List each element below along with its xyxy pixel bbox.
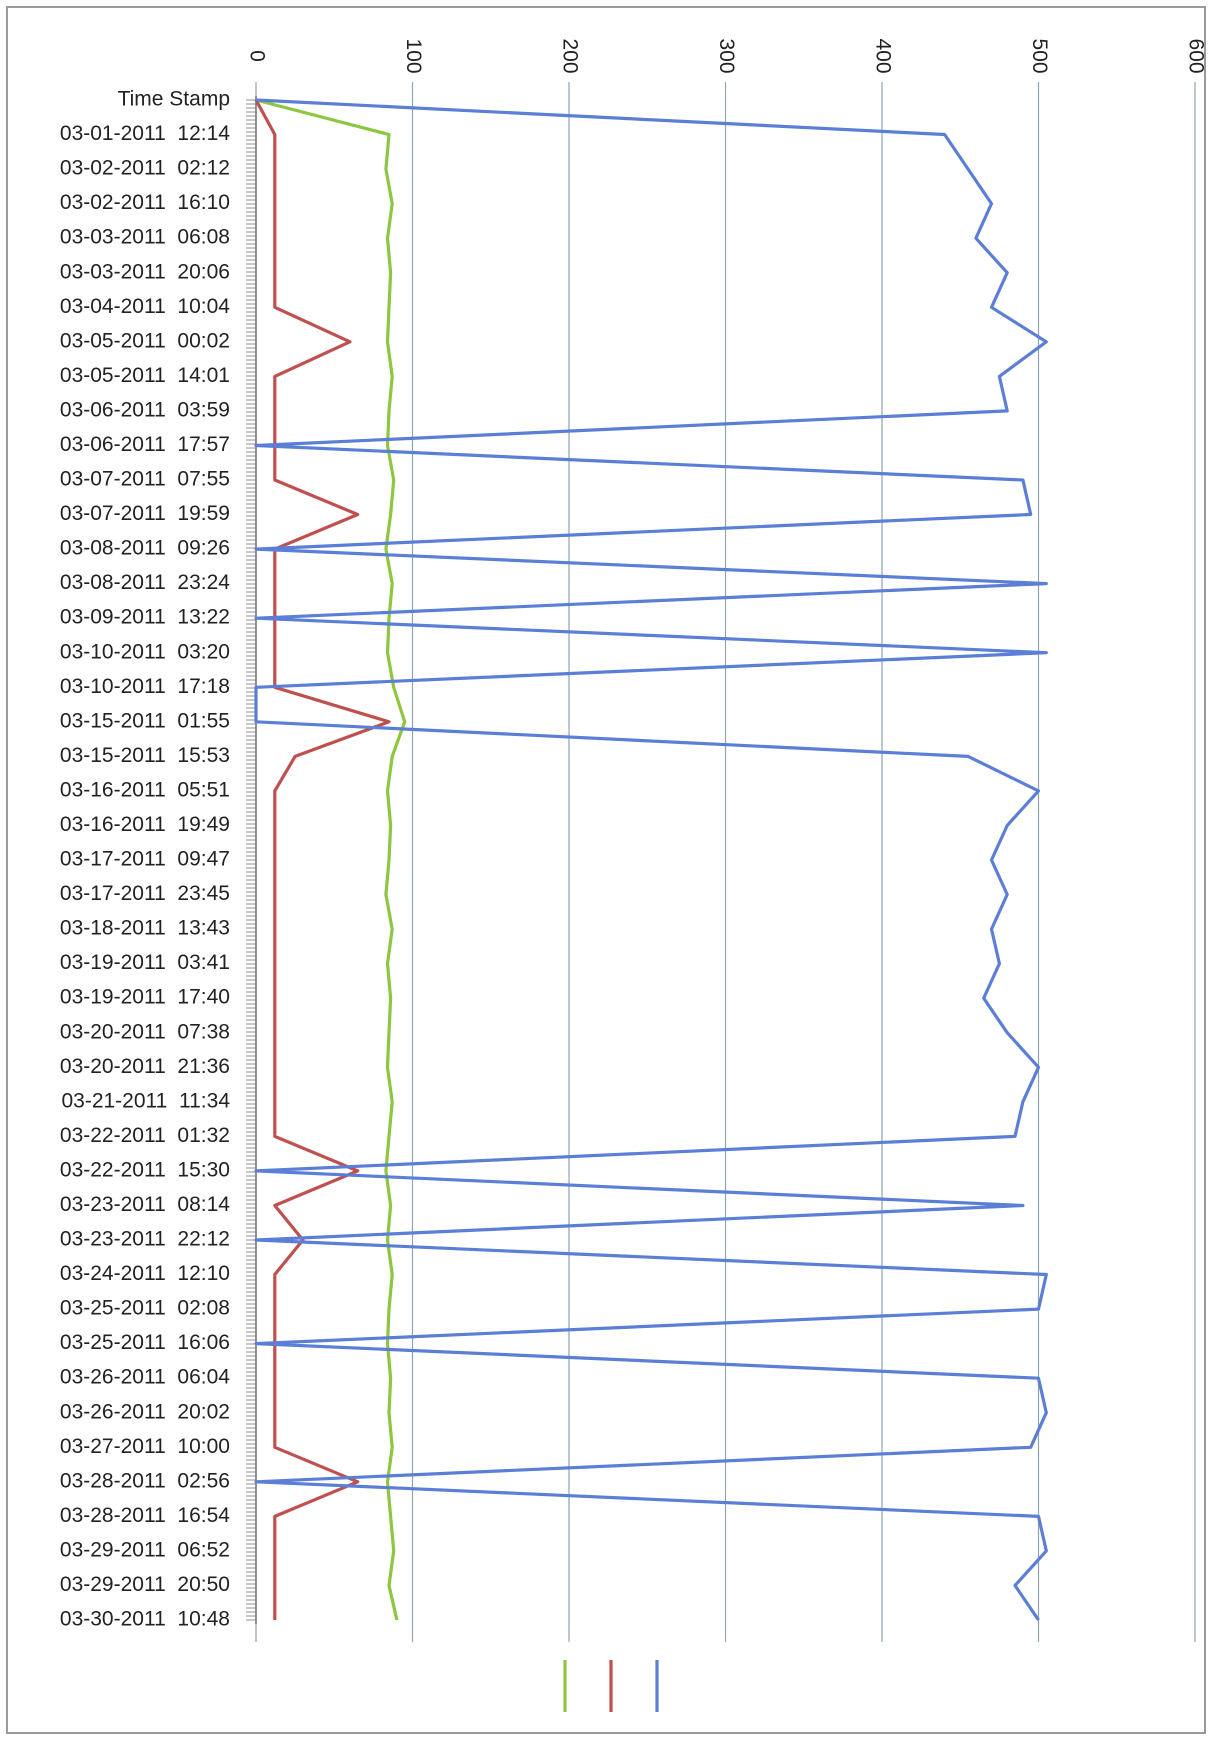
category-label: 03-24-2011 12:10	[60, 1262, 230, 1285]
category-label: 03-07-2011 19:59	[60, 502, 230, 525]
category-label: 03-03-2011 20:06	[60, 260, 230, 283]
category-label: 03-06-2011 03:59	[60, 398, 230, 421]
category-label: 03-17-2011 09:47	[60, 848, 230, 871]
value-tick-label: 0	[245, 50, 268, 62]
category-label: 03-04-2011 10:04	[60, 295, 230, 318]
category-label: 03-20-2011 21:36	[60, 1055, 230, 1078]
category-label: 03-01-2011 12:14	[60, 122, 230, 145]
category-label: 03-23-2011 22:12	[60, 1228, 230, 1251]
value-tick-label: 200	[558, 38, 581, 73]
category-label: 03-28-2011 16:54	[60, 1504, 230, 1527]
category-label: 03-22-2011 15:30	[60, 1158, 230, 1181]
category-label: 03-22-2011 01:32	[60, 1124, 230, 1147]
category-label: 03-05-2011 14:01	[60, 364, 230, 387]
category-label: 03-26-2011 20:02	[60, 1400, 230, 1423]
category-label: 03-25-2011 16:06	[60, 1331, 230, 1354]
category-label: 03-02-2011 16:10	[60, 191, 230, 214]
value-tick-label: 400	[871, 38, 894, 73]
series-lines	[254, 98, 1048, 1621]
category-label: 03-03-2011 06:08	[60, 226, 230, 249]
category-label: 03-16-2011 05:51	[60, 778, 230, 801]
value-tick-label: 600	[1184, 38, 1207, 73]
category-axis-labels: Time Stamp 03-01-2011 12:14 03-02-2011 02:…	[60, 88, 230, 1631]
category-label: 03-29-2011 06:52	[60, 1538, 230, 1561]
category-label: 03-29-2011 20:50	[60, 1573, 230, 1596]
legend	[563, 1660, 659, 1712]
value-axis-ticks: 0 100 200 300 400 500 600	[245, 38, 1207, 73]
category-label: 03-02-2011 02:12	[60, 157, 230, 180]
category-label: 03-28-2011 02:56	[60, 1469, 230, 1492]
category-label: 03-15-2011 01:55	[60, 709, 230, 732]
category-label: 03-09-2011 13:22	[60, 606, 230, 629]
value-tick-label: 300	[715, 38, 738, 73]
category-label: 03-19-2011 17:40	[60, 986, 230, 1009]
value-tick-label: 100	[402, 38, 425, 73]
category-label: 03-30-2011 10:48	[60, 1608, 230, 1631]
value-tick-label: 500	[1028, 38, 1051, 73]
category-label: 03-05-2011 00:02	[60, 329, 230, 352]
category-label: 03-19-2011 03:41	[60, 951, 230, 974]
category-label: 03-26-2011 06:04	[60, 1366, 230, 1389]
category-label: 03-06-2011 17:57	[60, 433, 230, 456]
series-line-1	[255, 98, 407, 1621]
category-label: 03-08-2011 09:26	[60, 537, 230, 560]
category-label: 03-25-2011 02:08	[60, 1297, 230, 1320]
category-label: 03-08-2011 23:24	[60, 571, 230, 594]
series-line-3	[254, 98, 1048, 1621]
category-label: 03-16-2011 19:49	[60, 813, 230, 836]
category-label: 03-15-2011 15:53	[60, 744, 230, 767]
category-label: 03-18-2011 13:43	[60, 917, 230, 940]
category-label: 03-07-2011 07:55	[60, 468, 230, 491]
category-label: 03-10-2011 17:18	[60, 675, 230, 698]
category-label: 03-27-2011 10:00	[60, 1435, 230, 1458]
category-label: 03-23-2011 08:14	[60, 1193, 230, 1216]
category-label: 03-21-2011 11:34	[61, 1089, 230, 1112]
category-label: 03-20-2011 07:38	[60, 1020, 230, 1043]
category-label: 03-10-2011 03:20	[60, 640, 230, 663]
category-label: Time Stamp	[118, 88, 230, 111]
chart-frame	[6, 6, 1206, 1734]
series-line-2	[254, 99, 391, 1620]
category-label: 03-17-2011 23:45	[60, 882, 230, 905]
